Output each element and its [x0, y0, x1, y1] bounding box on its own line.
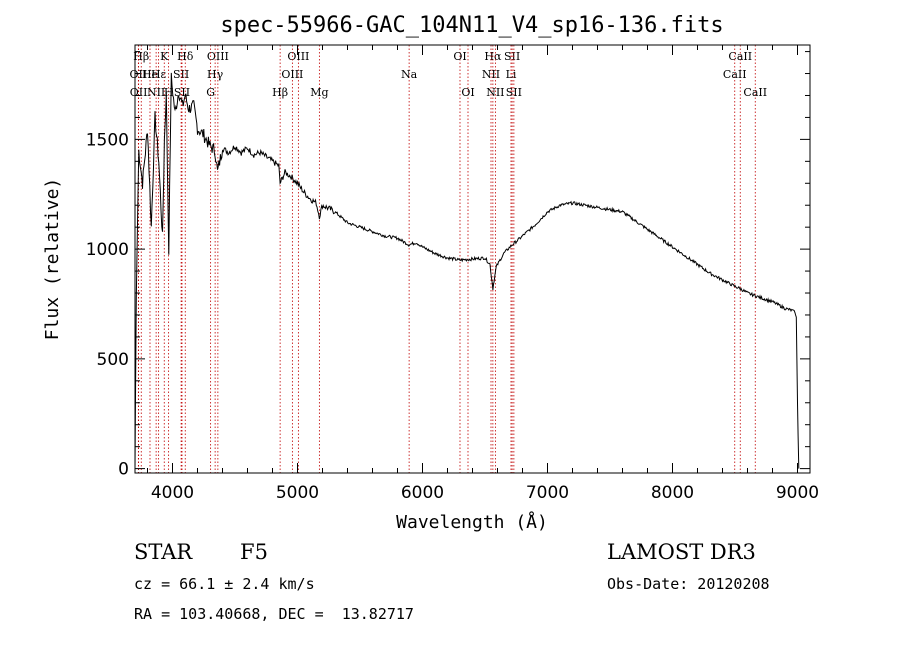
emission-line-label: OIII — [281, 68, 303, 81]
x-tick-label: 8000 — [651, 483, 694, 503]
spectrum-line — [134, 72, 800, 469]
emission-line-label: H — [164, 86, 174, 99]
emission-line-label: SII — [174, 86, 190, 99]
emission-line-label: NII — [147, 86, 165, 99]
emission-line-label: Hβ — [272, 86, 288, 99]
spectrum-series — [134, 72, 800, 469]
emission-line-label: OIII — [207, 50, 229, 63]
emission-line-label: OIII — [287, 50, 309, 63]
x-tick-label: 5000 — [276, 483, 319, 503]
x-tick-label: 4000 — [151, 483, 194, 503]
x-tick-label: 6000 — [401, 483, 444, 503]
emission-line-label: CaII — [743, 86, 767, 99]
emission-line-label: CaII — [728, 50, 752, 63]
emission-line-label: SII — [504, 50, 520, 63]
emission-line-label: CaII — [723, 68, 747, 81]
x-tick-label: 9000 — [776, 483, 819, 503]
y-tick-label: 0 — [118, 460, 129, 480]
y-tick-label: 500 — [97, 350, 129, 370]
emission-line-label: SII — [506, 86, 522, 99]
emission-line-label: Li — [506, 68, 517, 81]
y-tick-label: 1500 — [86, 130, 129, 150]
emission-line-label: He — [142, 68, 158, 81]
emission-line-label: G — [206, 86, 215, 99]
chart-title: spec-55966-GAC_104N11_V4_sp16-136.fits — [220, 13, 723, 38]
observation-date: Obs-Date: 20120208 — [607, 575, 770, 593]
emission-line-label: Hδ — [177, 50, 194, 63]
emission-line-label: OI — [453, 50, 466, 63]
y-tick-label: 1000 — [86, 240, 129, 260]
emission-line-label: K — [160, 50, 169, 63]
x-axis-label: Wavelength (Å) — [396, 511, 548, 533]
emission-line-label: SII — [173, 68, 189, 81]
axes: 4000 5000 6000 7000 8000 9000 0 500 1000 1500 — [86, 45, 819, 503]
y-axis-label: Flux (relative) — [42, 178, 63, 341]
emission-line-label: Na — [401, 68, 418, 81]
emission-line-label: OI — [461, 86, 474, 99]
emission-line-label: NII — [482, 68, 500, 81]
emission-line-label: Mg — [310, 86, 328, 99]
emission-line-label: Hα — [484, 50, 502, 63]
object-subclass: F5 — [240, 540, 268, 564]
survey-name: LAMOST DR3 — [607, 540, 756, 564]
emission-line-label: Hε — [151, 68, 167, 81]
emission-line-label: OII — [130, 86, 148, 99]
emission-line-label: Hβ — [133, 50, 149, 63]
object-class: STAR — [134, 540, 193, 564]
redshift-cz: cz = 66.1 ± 2.4 km/s — [134, 575, 315, 593]
x-tick-label: 7000 — [526, 483, 569, 503]
emission-line-label: NII — [486, 86, 504, 99]
coordinates: RA = 103.40668, DEC = 13.82717 — [134, 605, 414, 623]
emission-line-label: Hγ — [207, 68, 224, 81]
